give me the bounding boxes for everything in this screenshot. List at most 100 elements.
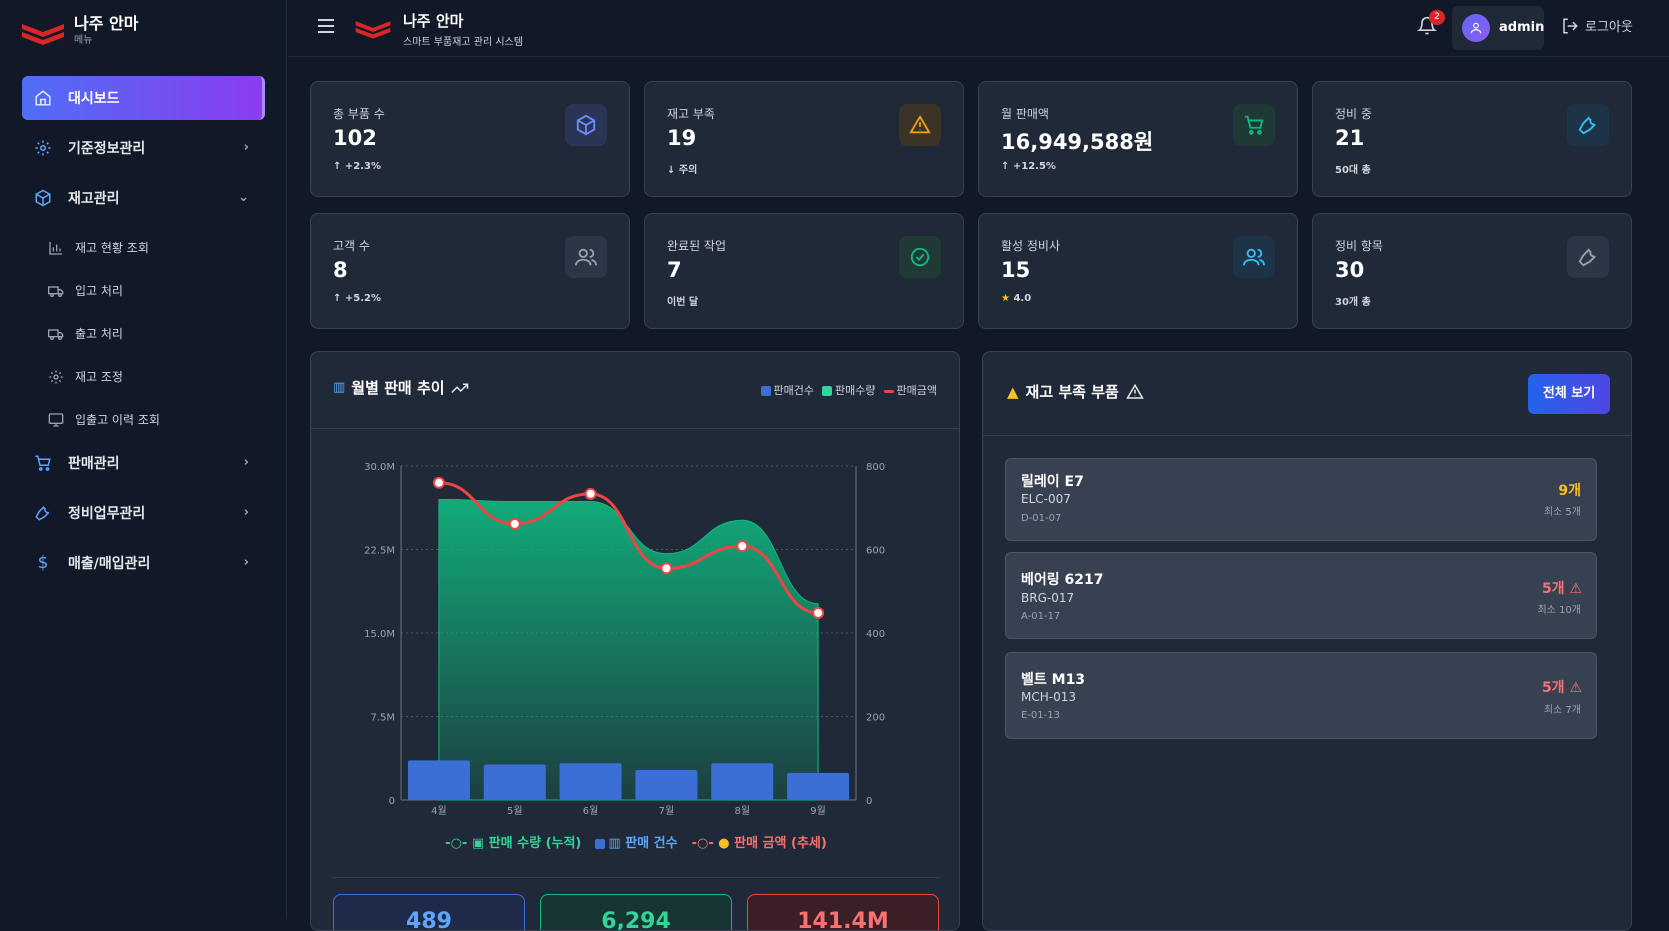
legend-label: 판매 건수 xyxy=(625,836,678,851)
line-point xyxy=(812,606,825,619)
area-series-qty xyxy=(438,498,819,801)
header-title: 나주 안마 xyxy=(403,12,464,30)
sidebar-item-inventory[interactable]: 재고관리 ⌄ xyxy=(22,176,265,220)
logo-icon xyxy=(355,21,391,39)
stat-card-total-parts[interactable]: 총 부품 수 102 ↑ +2.3% xyxy=(310,81,630,197)
sidebar: 나주 안마 메뉴 대시보드 기준정보관리 › 재고관리 ⌄ 재고 현황 조회 입… xyxy=(0,0,287,919)
stat-note: 이번 달 xyxy=(667,297,699,308)
legend-item[interactable]: -○- ● 판매 금액 (추세) xyxy=(691,836,827,851)
sidebar-subitem-label: 입고 처리 xyxy=(75,284,123,298)
part-qty: 5개 xyxy=(1541,680,1565,696)
wrench-icon xyxy=(34,504,52,522)
summary-value: 489 xyxy=(406,909,452,931)
user-menu-button[interactable]: admin xyxy=(1452,6,1544,50)
logout-button[interactable]: 로그아웃 xyxy=(1561,16,1633,35)
stat-card-in-maintenance[interactable]: 정비 중 21 50대 총 xyxy=(1312,81,1632,197)
bar-chart-icon xyxy=(47,239,65,257)
chevron-right-icon: › xyxy=(243,505,249,520)
list-item[interactable]: 릴레이 E7 ELC-007 D-01-07 9개 최소 5개 xyxy=(1005,458,1597,541)
stat-card-monthly-sales[interactable]: 월 판매액 16,949,588원 ↑ +12.5% xyxy=(978,81,1298,197)
legend-label: 판매금액 xyxy=(896,384,937,397)
sidebar-item-dashboard[interactable]: 대시보드 xyxy=(22,76,265,120)
part-location: E-01-13 xyxy=(1021,710,1060,721)
part-qty-row: 5개 ⚠ xyxy=(1542,578,1582,598)
part-name: 벨트 M13 xyxy=(1021,672,1086,688)
stat-label: 재고 부족 xyxy=(667,107,715,121)
legend-item[interactable]: -○- ▣ 판매 수량 (누적) xyxy=(445,836,582,851)
part-location: D-01-07 xyxy=(1021,513,1062,524)
legend-item[interactable]: 판매건수 xyxy=(760,382,814,398)
bar-sales-count xyxy=(787,772,850,800)
stat-card-active-mechanics[interactable]: 활성 정비사 15 ★ 4.0 xyxy=(978,213,1298,329)
warning-icon: ⚠ xyxy=(1569,680,1582,696)
sidebar-item-sales[interactable]: 판매관리 › xyxy=(22,441,265,485)
stat-card-completed-jobs[interactable]: 완료된 작업 7 이번 달 xyxy=(644,213,964,329)
bar-sales-count xyxy=(635,769,698,800)
logo-icon xyxy=(22,24,64,45)
part-min: 최소 10개 xyxy=(1537,605,1581,616)
gear-icon xyxy=(34,139,52,157)
part-qty: 9개 xyxy=(1558,483,1581,499)
sidebar-item-finance[interactable]: $ 매출/매입관리 › xyxy=(22,541,265,585)
stat-change: ↑ +2.3% xyxy=(333,161,381,172)
stat-change-value: +2.3% xyxy=(344,161,381,172)
sidebar-subitem-outbound[interactable]: 출고 처리 xyxy=(22,312,265,355)
sales-chart-panel: ▥ 월별 판매 추이 판매건수 판매수량 판매금액 0 7.5M 15.0M 22.5… xyxy=(310,351,960,931)
sidebar-brand[interactable]: 나주 안마 메뉴 xyxy=(20,14,138,48)
legend-item[interactable]: 판매수량 xyxy=(822,382,876,398)
stat-label: 정비 항목 xyxy=(1335,239,1383,253)
warning-icon xyxy=(1125,383,1144,399)
users-icon xyxy=(1243,248,1265,266)
part-code: MCH-013 xyxy=(1021,690,1076,704)
sidebar-subitem-inbound[interactable]: 입고 처리 xyxy=(22,269,265,312)
x-tick-label: 8월 xyxy=(734,805,750,817)
summary-box-amount: 141.4M xyxy=(747,894,939,930)
y-right-tick-label: 400 xyxy=(866,629,885,640)
low-stock-title: 재고 부족 부품 xyxy=(1025,383,1119,401)
sidebar-item-maintenance[interactable]: 정비업무관리 › xyxy=(22,491,265,535)
bar-sales-count xyxy=(711,763,774,800)
list-item[interactable]: 베어링 6217 BRG-017 A-01-17 5개 ⚠ 최소 10개 xyxy=(1005,552,1597,639)
stat-card-customers[interactable]: 고객 수 8 ↑ +5.2% xyxy=(310,213,630,329)
summary-box-count: 489 xyxy=(333,894,525,931)
arrow-up-icon: ↑ xyxy=(333,293,342,304)
legend-label: 판매 수량 (누적) xyxy=(488,836,582,851)
sidebar-subitem-stock-status[interactable]: 재고 현황 조회 xyxy=(22,226,265,269)
money-bag-icon: ● xyxy=(718,836,730,851)
sidebar-item-master-data[interactable]: 기준정보관리 › xyxy=(22,126,265,170)
sidebar-subitem-adjust[interactable]: 재고 조정 xyxy=(22,355,265,398)
legend-label: 판매수량 xyxy=(835,384,876,397)
view-all-button[interactable]: 전체 보기 xyxy=(1528,374,1610,414)
notification-button[interactable]: 2 xyxy=(1416,10,1445,38)
low-stock-panel: ▲ 재고 부족 부품 전체 보기 릴레이 E7 ELC-007 D-01-07 … xyxy=(982,351,1632,931)
arrow-down-icon: ↓ xyxy=(667,165,676,176)
part-name: 릴레이 E7 xyxy=(1021,474,1084,490)
part-code: ELC-007 xyxy=(1021,492,1071,506)
stat-card-low-stock[interactable]: 재고 부족 19 ↓ 주의 xyxy=(644,81,964,197)
stat-icon-box xyxy=(1567,236,1609,278)
legend-item[interactable]: ▥ 판매 건수 xyxy=(595,832,678,851)
bar-sales-count xyxy=(559,763,622,800)
sidebar-item-label: 판매관리 xyxy=(68,456,120,472)
sidebar-item-label: 정비업무관리 xyxy=(68,506,146,522)
check-circle-icon xyxy=(910,247,930,267)
stat-change: ↑ +12.5% xyxy=(1001,161,1056,172)
menu-toggle-icon[interactable] xyxy=(318,19,334,33)
gear-icon xyxy=(47,368,65,386)
list-item[interactable]: 벨트 M13 MCH-013 E-01-13 5개 ⚠ 최소 7개 xyxy=(1005,652,1597,739)
warning-emoji-icon: ▲ xyxy=(1007,382,1019,401)
part-qty-row: 5개 ⚠ xyxy=(1542,677,1582,697)
sidebar-subitem-history[interactable]: 입출고 이력 조회 xyxy=(22,398,265,441)
y-left-tick-label: 22.5M xyxy=(364,546,395,557)
sales-chart: 0 7.5M 15.0M 22.5M 30.0M 0 200 400 600 800 4월 5월 6월 7… xyxy=(364,462,885,817)
stat-card-maintenance-items[interactable]: 정비 항목 30 30개 총 xyxy=(1312,213,1632,329)
home-icon xyxy=(34,89,52,107)
y-left-tick-label: 0 xyxy=(389,796,395,807)
legend-item[interactable]: 판매금액 xyxy=(883,382,937,398)
stat-label: 정비 중 xyxy=(1335,107,1372,121)
trending-up-icon xyxy=(450,383,468,393)
y-right-tick-label: 0 xyxy=(866,796,872,807)
divider xyxy=(333,877,939,878)
stat-value: 30 xyxy=(1335,258,1365,282)
user-icon xyxy=(1470,22,1482,34)
